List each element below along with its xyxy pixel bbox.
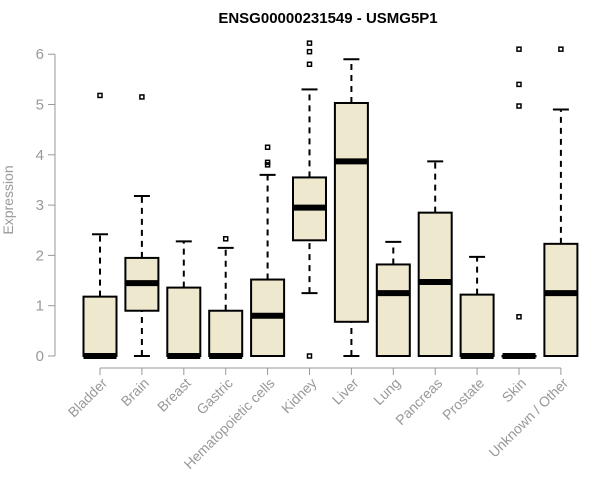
y-tick-label: 0: [36, 348, 44, 365]
y-tick-label: 6: [36, 46, 44, 63]
iqr-box: [375, 263, 411, 358]
x-tick-label: Pancreas: [392, 375, 445, 428]
iqr-box: [82, 295, 118, 357]
box-breast: [166, 240, 202, 359]
outlier-point: [516, 103, 522, 109]
y-tick-label: 3: [36, 197, 44, 214]
outlier-point: [264, 144, 271, 151]
outlier-point: [306, 48, 313, 55]
box-unknown-other: [543, 46, 579, 357]
box-gastric: [208, 236, 244, 359]
box-lung: [375, 240, 411, 358]
x-tick-label: Breast: [154, 375, 194, 415]
x-tick-label: Liver: [329, 375, 362, 408]
iqr-box: [166, 286, 202, 358]
outlier-point: [516, 81, 522, 88]
iqr-box: [208, 309, 244, 358]
y-axis: 0 1 2 3 4 5 6: [36, 46, 56, 365]
outlier-point: [264, 159, 271, 166]
box-kidney: [292, 40, 327, 359]
outlier-point: [516, 314, 522, 320]
outlier-point: [306, 61, 313, 68]
box-hematopoietic-cells: [250, 144, 286, 358]
box-skin: [501, 46, 537, 359]
y-tick-label: 4: [36, 147, 44, 164]
box-liver: [333, 58, 369, 357]
x-tick-label: Prostate: [439, 375, 487, 423]
box-bladder: [82, 92, 118, 359]
iqr-box: [543, 242, 579, 357]
outlier-point: [558, 46, 564, 52]
x-tick-label: Skin: [499, 375, 530, 406]
x-tick-label: Lung: [370, 375, 403, 408]
y-axis-label: Expression: [0, 165, 16, 234]
outlier-point: [306, 353, 313, 359]
iqr-box: [459, 293, 495, 358]
x-tick-label: Bladder: [65, 375, 111, 421]
box-pancreas: [417, 160, 453, 357]
y-tick-label: 5: [36, 97, 44, 114]
outlier-point: [306, 40, 313, 46]
plot-area: [82, 40, 579, 359]
chart-title: ENSG00000231549 - USMG5P1: [218, 10, 437, 27]
x-tick-label: Kidney: [278, 375, 320, 417]
y-tick-label: 2: [36, 247, 44, 264]
y-tick-label: 1: [36, 298, 44, 315]
outlier-point: [97, 92, 103, 99]
outlier-point: [139, 94, 145, 100]
iqr-box: [333, 101, 369, 323]
outlier-point: [222, 236, 229, 242]
box-prostate: [459, 255, 495, 359]
x-tick-label: Brain: [118, 375, 152, 409]
outlier-point: [516, 46, 522, 52]
box-brain: [124, 94, 160, 357]
x-tick-label: Unknown / Other: [485, 375, 571, 461]
